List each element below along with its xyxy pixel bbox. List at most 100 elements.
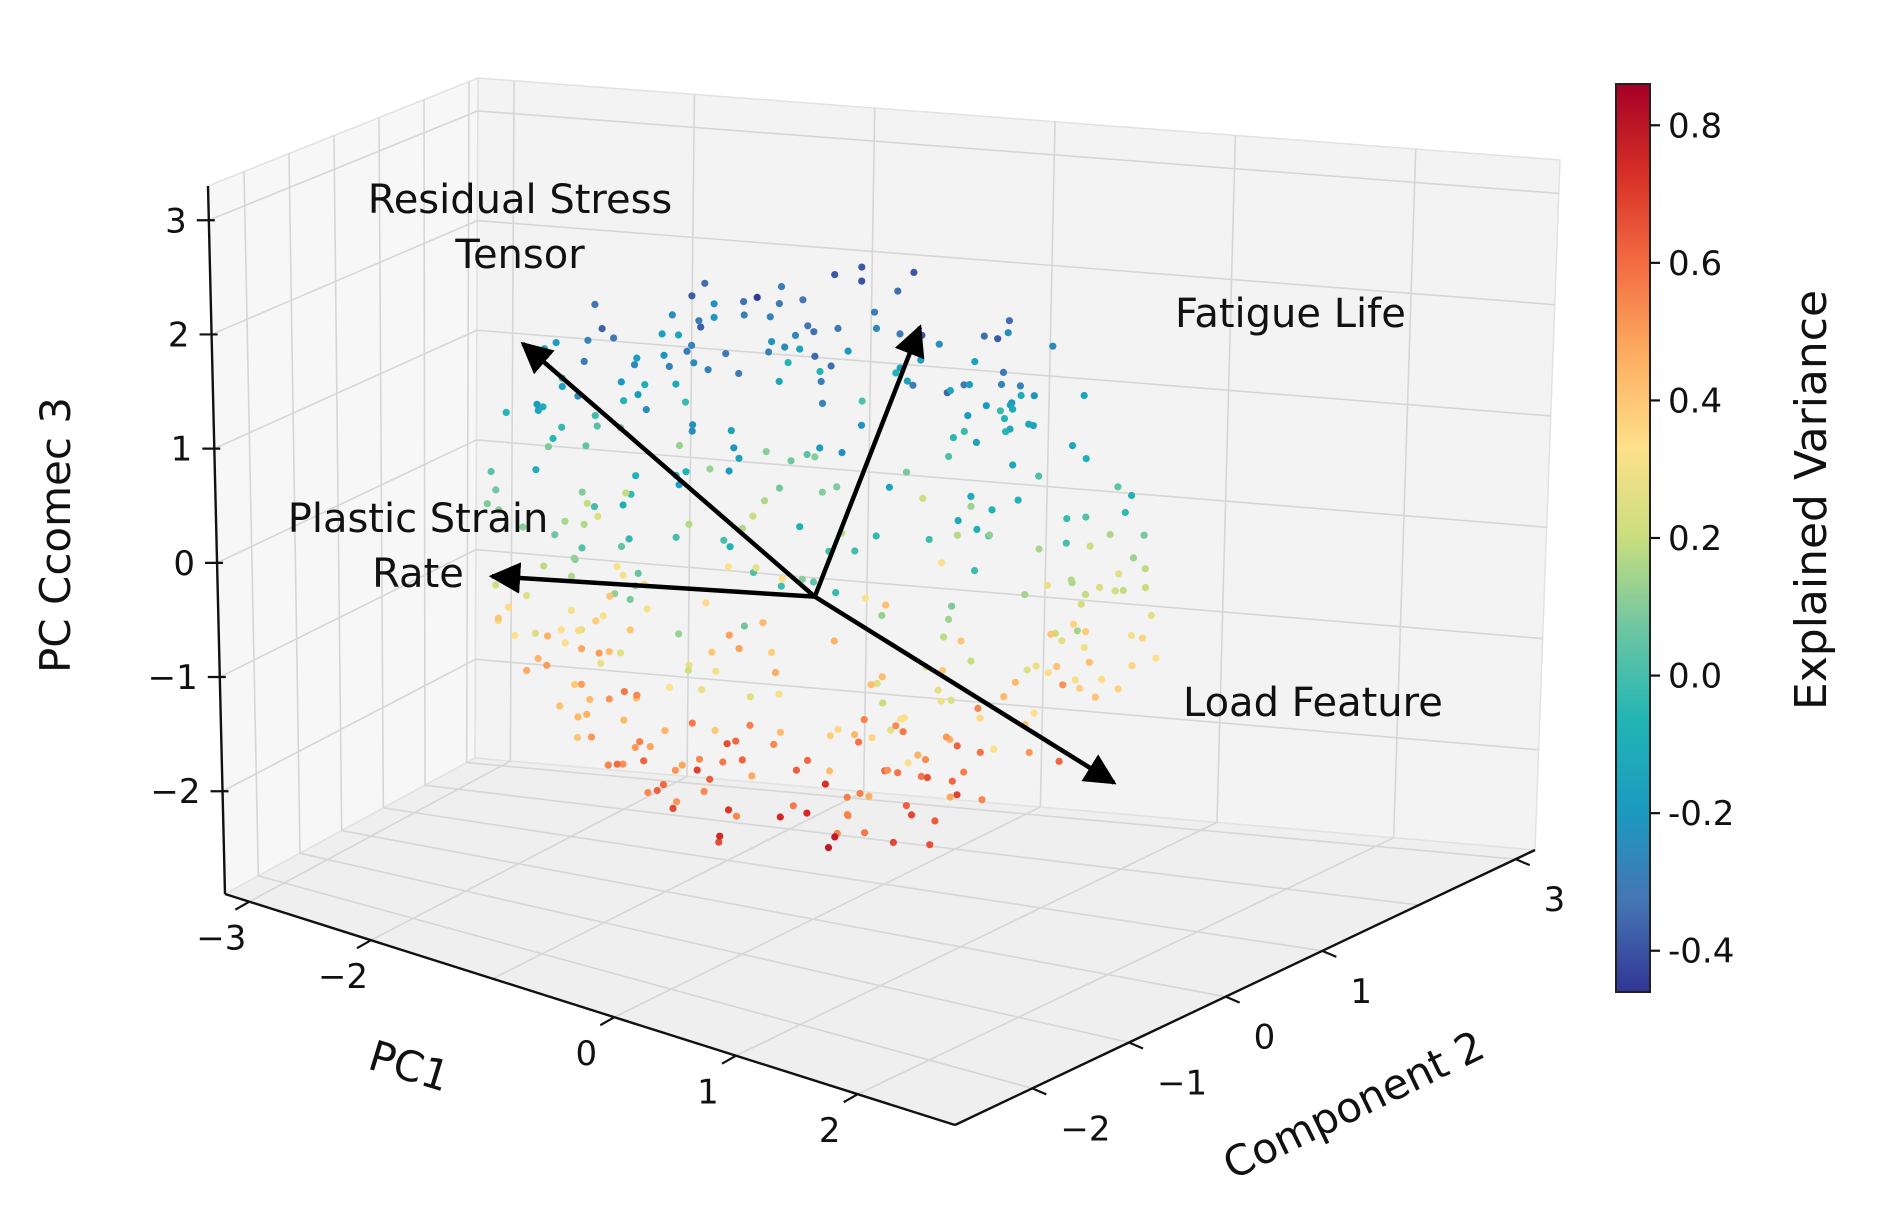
scatter-point [934, 686, 942, 694]
scatter-point [781, 343, 789, 351]
z-axis-ticks: 3 2 1 0 −1 −2 [148, 201, 229, 812]
scatter-point [914, 751, 922, 759]
scatter-point [688, 292, 696, 300]
scatter-point [1035, 545, 1043, 553]
scatter-point [953, 531, 962, 539]
scatter-point [771, 668, 780, 677]
scatter-point [544, 443, 553, 451]
scatter-point [567, 606, 576, 615]
scatter-point [904, 759, 912, 767]
scatter-point [997, 380, 1006, 388]
scatter-point [644, 788, 652, 797]
scatter-point [631, 743, 639, 752]
vector-label: Fatigue Life [1175, 291, 1406, 337]
scatter-point [940, 633, 948, 641]
scatter-point [973, 525, 981, 534]
scatter-point [573, 733, 582, 742]
scatter-point [1000, 415, 1009, 423]
scatter-point [534, 654, 542, 663]
scatter-point [1035, 472, 1043, 480]
scatter-point [674, 331, 683, 339]
scatter-point [974, 704, 982, 713]
scatter-point [811, 453, 819, 461]
side-gridline [243, 171, 260, 876]
scatter-point [620, 688, 629, 696]
scatter-point [730, 444, 738, 452]
scatter-point [948, 777, 956, 785]
scatter-point [938, 559, 946, 567]
scatter-point [1115, 570, 1123, 578]
scatter-point [838, 449, 846, 457]
back-gridline [1392, 149, 1417, 838]
scatter-point [533, 400, 541, 408]
scatter-point [558, 423, 566, 431]
scatter-point [505, 603, 513, 611]
scatter-point [921, 756, 930, 764]
scatter-point [593, 422, 601, 430]
scatter-point [870, 308, 879, 316]
scatter-point [675, 630, 683, 638]
scatter-point [519, 523, 527, 531]
scatter-point [640, 757, 648, 765]
scatter-point [882, 601, 890, 609]
floor-gridline [248, 760, 511, 903]
scatter-point [960, 381, 968, 389]
scatter-point [688, 719, 696, 727]
scatter-point [868, 734, 876, 742]
scatter-point [844, 347, 852, 355]
scatter-point [777, 582, 785, 590]
scatter-point [902, 802, 911, 810]
scatter-point [917, 772, 925, 781]
back-gridline [476, 329, 1551, 417]
scatter-point [861, 829, 869, 837]
scatter-point [617, 542, 626, 551]
scatter-point [552, 339, 560, 347]
scatter-point [1009, 405, 1017, 413]
scatter-point [738, 756, 746, 764]
vector-arrow [520, 341, 817, 599]
scatter-point [1152, 654, 1160, 662]
scatter-point [605, 695, 613, 703]
floor-gridline [613, 806, 1041, 1018]
scatter-point [897, 715, 905, 723]
scatter-point [982, 402, 990, 410]
scatter-point [830, 637, 838, 645]
scatter-point [584, 336, 592, 344]
scatter-point [577, 680, 586, 688]
scatter-point [1063, 515, 1071, 523]
scatter-point [678, 761, 686, 769]
scatter-point [710, 300, 718, 308]
scatter-point [834, 324, 842, 332]
scatter-point [641, 381, 649, 389]
scatter-point [540, 562, 548, 570]
y-axis-line [954, 848, 1536, 1127]
scatter-point [723, 740, 731, 748]
x-axis-label: PC1 [363, 1031, 455, 1102]
scatter-point [826, 732, 834, 740]
loading-vector: Fatigue Life [812, 291, 1406, 598]
scatter-point [672, 380, 680, 388]
scatter-point [1053, 663, 1061, 671]
y-tick-mark [1321, 949, 1337, 958]
back-gridline [862, 108, 876, 792]
scatter-point [844, 812, 852, 820]
scatter-point [990, 745, 998, 753]
scatter-point [765, 348, 773, 356]
scatter-point [885, 483, 894, 491]
scatter-point [630, 361, 639, 369]
scatter-point [778, 575, 786, 583]
scatter-point [784, 359, 792, 367]
scatter-point [1044, 669, 1052, 677]
scatter-point [1147, 611, 1155, 620]
scatter-point [832, 589, 840, 597]
scatter-point [706, 775, 714, 783]
scatter-point [768, 648, 776, 657]
x-tick-mark [721, 1054, 737, 1065]
side-gridline [213, 329, 478, 450]
scatter-point [965, 381, 974, 389]
scatter-point [633, 691, 641, 699]
scatter-point [860, 716, 868, 724]
scatter-point [879, 699, 887, 707]
floor-gridline [383, 807, 1323, 952]
scatter-point [768, 338, 776, 346]
